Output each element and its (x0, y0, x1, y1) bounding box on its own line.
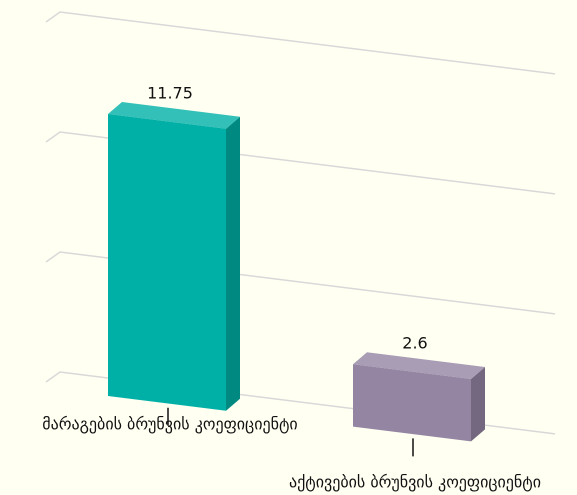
bar-top (108, 102, 240, 129)
bar (353, 364, 471, 442)
bar-side (471, 366, 485, 442)
bar-top (353, 352, 485, 379)
value-label: 11.75 (147, 84, 193, 103)
bar-side (226, 116, 240, 411)
grid-line (45, 251, 556, 315)
grid-line (45, 11, 556, 75)
grid-line (45, 131, 556, 195)
value-label: 2.6 (402, 334, 427, 353)
x-tick-label: მარაგების ბრუნვის კოეფიციენტი (42, 415, 297, 434)
x-tick-label: აქტივების ბრუნვის კოეფიციენტი (289, 473, 541, 492)
bar (108, 114, 226, 411)
